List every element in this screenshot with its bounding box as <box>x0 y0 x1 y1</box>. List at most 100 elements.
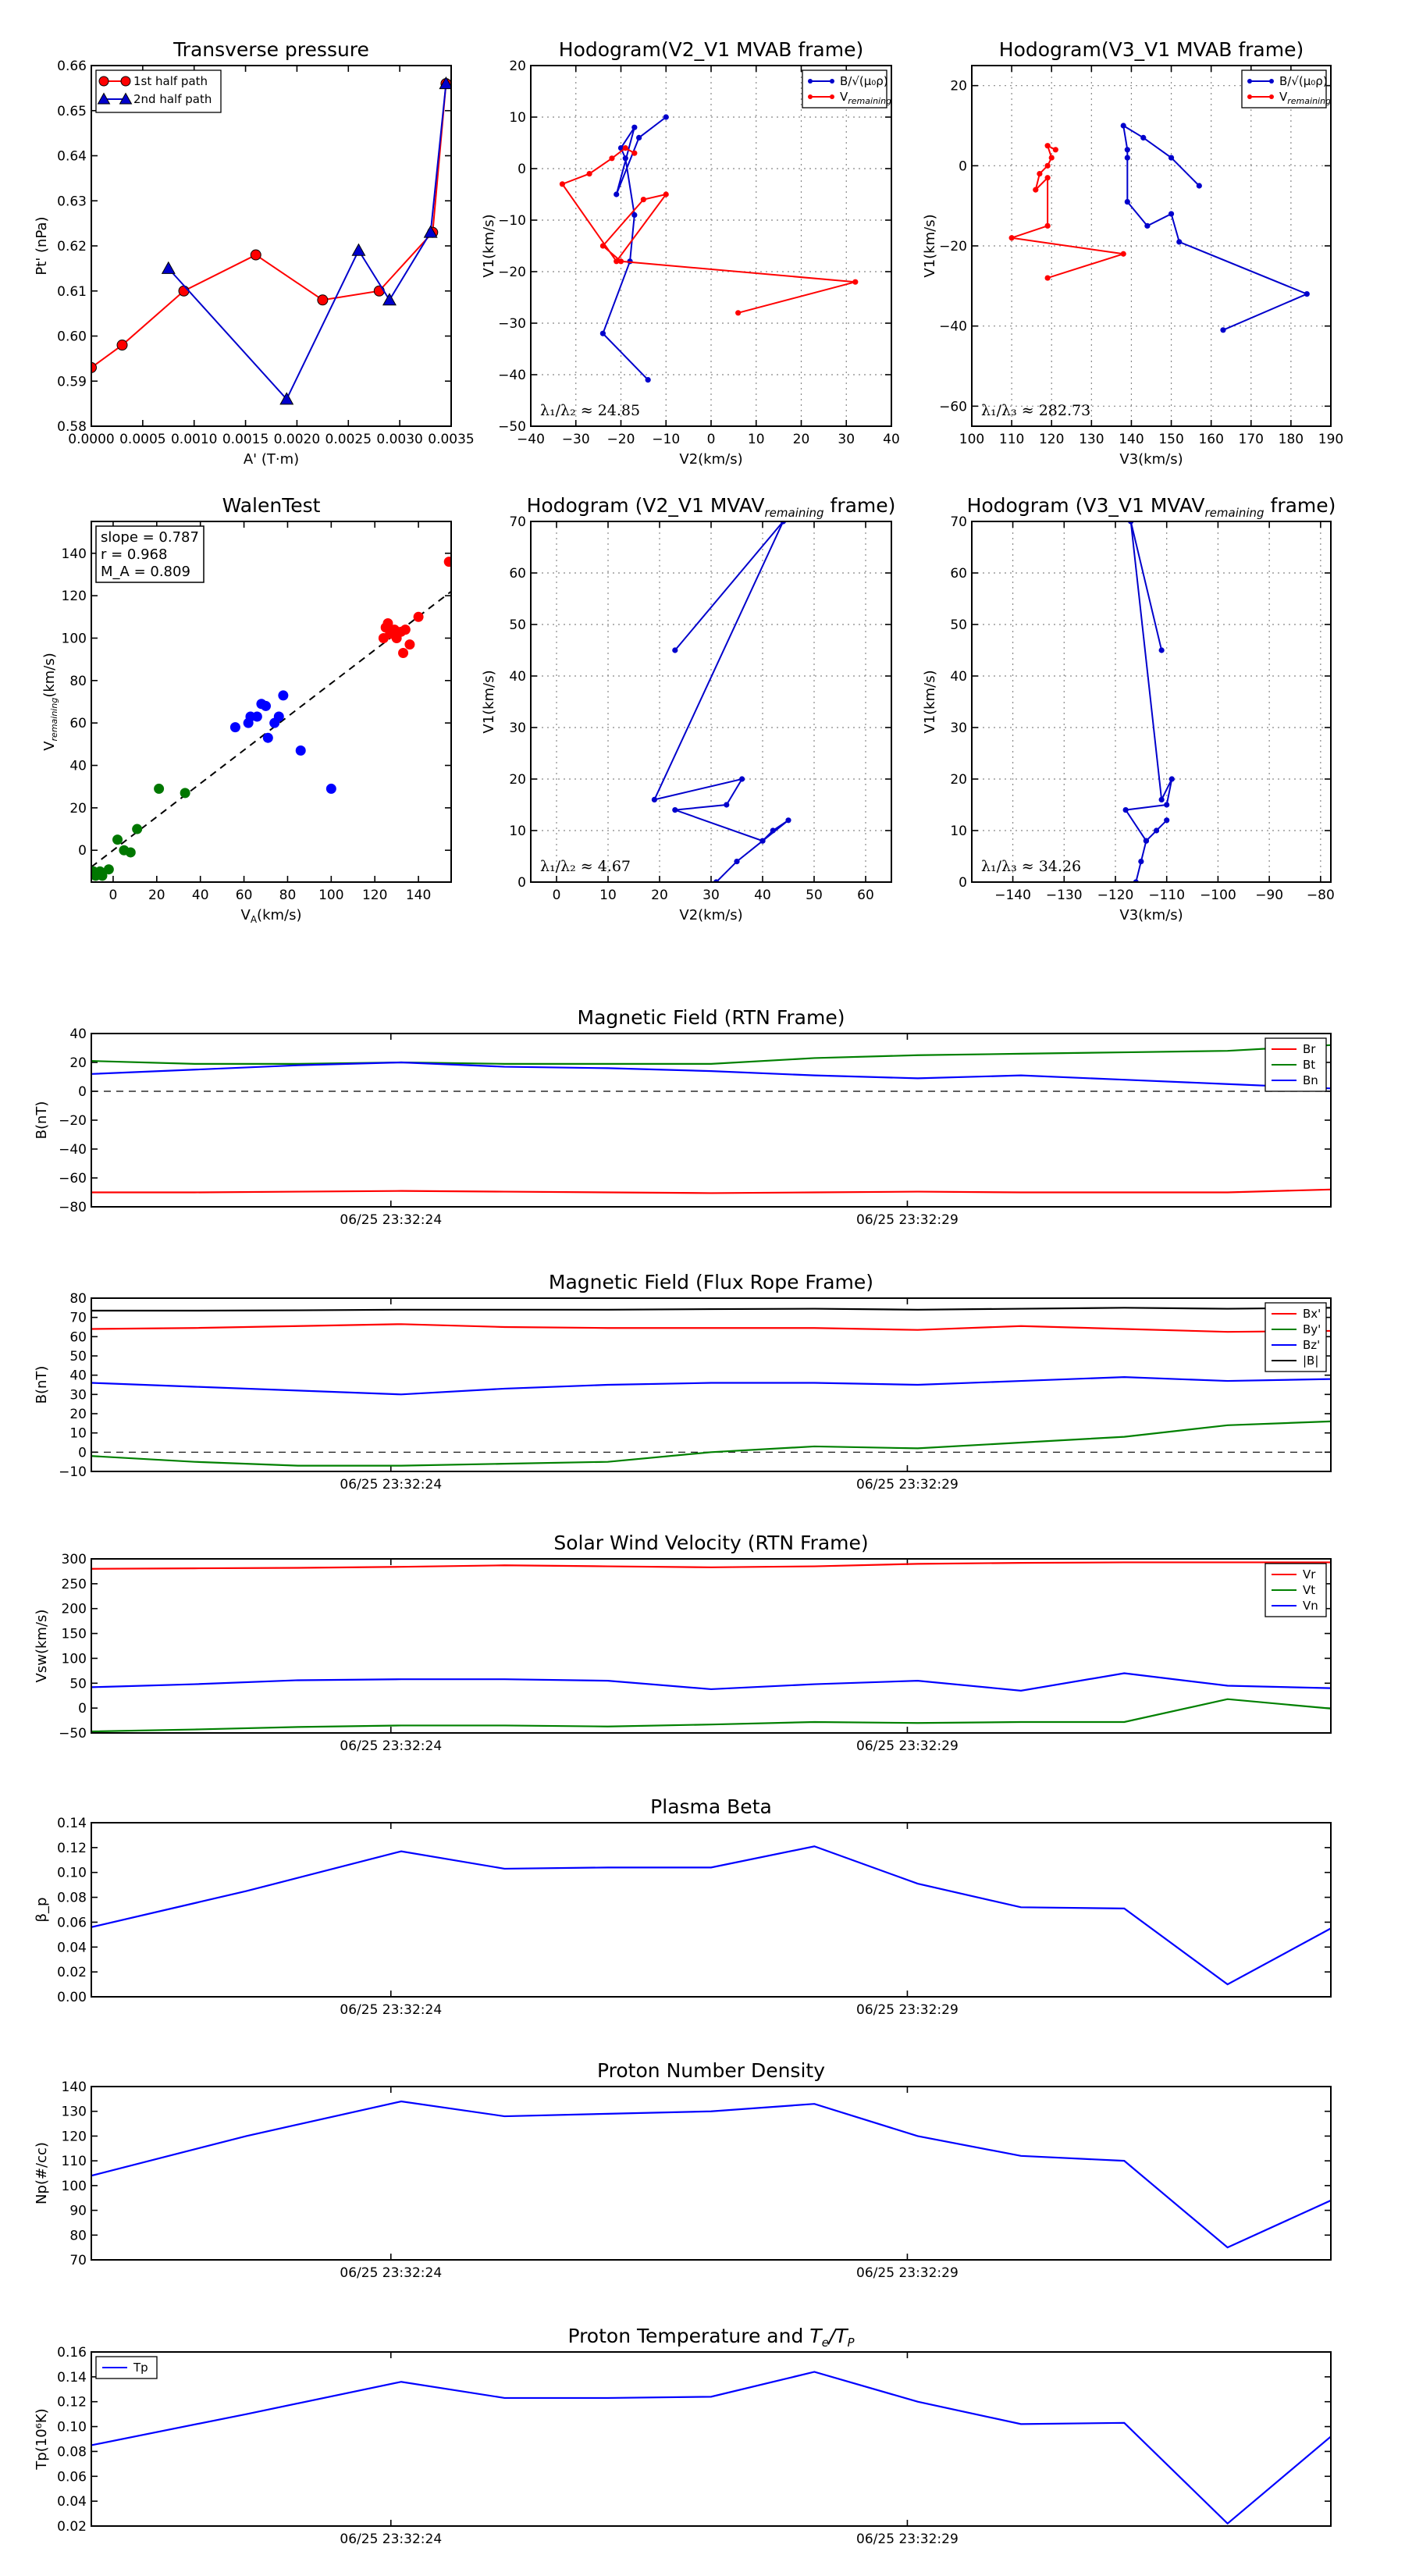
y-tick-label: 10 <box>509 110 526 126</box>
y-tick-label: 60 <box>69 716 87 731</box>
data-layer <box>91 1044 1331 1194</box>
y-tick-label: 100 <box>62 1651 87 1667</box>
chart-proton-temperature: 06/25 23:32:24 06/25 23:32:29 0.02 0.04 0.06… <box>34 2325 1332 2547</box>
data-point <box>1304 291 1310 297</box>
x-tick-label: 0.0000 <box>68 432 114 447</box>
data-point <box>1124 155 1130 161</box>
chart-magnetic-field-flux-rope: 06/25 23:32:24 06/25 23:32:29 −10 0 10 20 30 40… <box>34 1271 1332 1493</box>
series-line-Vt <box>91 1698 1331 1733</box>
series-line-Np <box>91 2100 1331 2249</box>
y-tick-label: −50 <box>498 419 526 435</box>
x-tick-label: 0 <box>707 432 716 447</box>
legend-label: |B| <box>1303 1354 1318 1368</box>
series-line-V <box>653 521 789 882</box>
y-axis-label: β_p <box>34 1898 50 1923</box>
x-tick-label: 06/25 23:32:29 <box>856 2532 959 2547</box>
legend-label: B/√(μ₀ρ) <box>1279 74 1328 88</box>
y-tick-label: 80 <box>69 1291 87 1307</box>
y-tick-label: −40 <box>59 1142 87 1158</box>
plot-frame <box>971 521 1332 883</box>
legend-label: Br <box>1303 1042 1316 1056</box>
data-point <box>1044 175 1051 181</box>
series-line-Br <box>91 1188 1331 1194</box>
x-axis-label: VA(km/s) <box>241 907 302 925</box>
data-point <box>317 294 329 306</box>
legend-label: Vt <box>1303 1583 1315 1597</box>
legend-label: Vn <box>1303 1599 1318 1613</box>
plot-frame <box>91 2351 1332 2527</box>
y-tick-label: 20 <box>509 772 526 788</box>
series-line-V <box>1124 521 1173 882</box>
x-tick-label: 40 <box>883 432 900 447</box>
ratio-annotation: λ₁/λ₃ ≈ 282.73 <box>981 402 1090 419</box>
y-tick-label: 90 <box>69 2204 87 2219</box>
y-tick-label: 0.64 <box>57 149 87 165</box>
y-tick-label: 0 <box>959 158 967 174</box>
y-tick-label: −50 <box>59 1726 87 1742</box>
legend-marker <box>808 94 813 99</box>
data-point <box>1158 647 1165 653</box>
legend-marker <box>1269 94 1274 99</box>
y-tick-label: 250 <box>62 1577 87 1592</box>
y-tick-label: 20 <box>69 1055 87 1071</box>
y-axis-label: V1(km/s) <box>922 670 938 733</box>
legend-label: Bz' <box>1303 1338 1320 1352</box>
y-axis-label: Pt' (nPa) <box>34 216 50 275</box>
x-axis-label: A' (T·m) <box>244 451 299 468</box>
data-point <box>645 377 651 383</box>
data-point <box>1168 211 1175 217</box>
series-line-2nd half path <box>168 83 447 401</box>
data-point <box>770 827 776 834</box>
series-line-Vr <box>91 1561 1331 1570</box>
data-point <box>622 155 628 162</box>
data-point <box>614 191 620 197</box>
y-tick-label: 50 <box>69 1349 87 1364</box>
x-tick-label: 140 <box>406 888 431 903</box>
x-tick-label: −20 <box>607 432 635 447</box>
x-tick-label: 150 <box>1158 432 1183 447</box>
series-line-B/√(μ₀ρ) <box>602 116 667 381</box>
x-tick-label: 60 <box>236 888 253 903</box>
title-suffix: frame) <box>824 494 896 517</box>
data-point <box>739 776 745 782</box>
ratio-annotation: λ₁/λ₂ ≈ 4.67 <box>540 858 631 875</box>
data-layer <box>91 76 451 405</box>
y-tick-label: −10 <box>59 1464 87 1480</box>
x-tick-label: 30 <box>838 432 855 447</box>
y-tick-label: 0.10 <box>57 1866 87 1881</box>
plot-frame <box>530 65 892 427</box>
scatter-point <box>154 783 165 794</box>
data-layer <box>559 114 859 383</box>
y-tick-label: 0.14 <box>57 1816 87 1831</box>
plot-frame <box>91 65 452 427</box>
legend-label: Bt <box>1303 1058 1315 1072</box>
legend-label: By' <box>1303 1322 1321 1336</box>
series-line-Bx' <box>91 1323 1331 1333</box>
series-line-Vn <box>91 1672 1331 1692</box>
legend: B/√(μ₀ρ)Vremaining <box>1241 69 1331 109</box>
x-tick-label: 40 <box>192 888 209 903</box>
data-point <box>382 293 397 306</box>
y-tick-label: 0.02 <box>57 2519 87 2535</box>
y-tick-label: 0 <box>959 875 967 891</box>
x-tick-label: −100 <box>1200 888 1236 903</box>
y-tick-label: 200 <box>62 1602 87 1617</box>
y-tick-label: 20 <box>509 59 526 74</box>
y-tick-label: 0.59 <box>57 374 87 390</box>
x-tick-label: 06/25 23:32:29 <box>856 1738 959 1754</box>
series-line-Bz' <box>91 1376 1331 1396</box>
chart-title: Magnetic Field (RTN Frame) <box>578 1006 845 1029</box>
stats-line: M_A = 0.809 <box>101 564 190 580</box>
chart-walen-test: 0 20 40 60 80 100 120 140 0 20 40 60 80 100 120 140 Wale… <box>41 494 452 925</box>
data-point <box>672 647 678 653</box>
scatter-point <box>97 870 108 881</box>
legend: B/√(μ₀ρ)Vremaining <box>802 69 891 109</box>
x-tick-label: 80 <box>279 888 297 903</box>
y-tick-label: 0.60 <box>57 329 87 345</box>
x-tick-label: −30 <box>562 432 590 447</box>
y-tick-label: 40 <box>69 1368 87 1384</box>
data-point <box>423 225 438 238</box>
scatter-point <box>262 732 273 743</box>
x-tick-label: −80 <box>1307 888 1335 903</box>
x-tick-label: 06/25 23:32:24 <box>340 2265 442 2281</box>
